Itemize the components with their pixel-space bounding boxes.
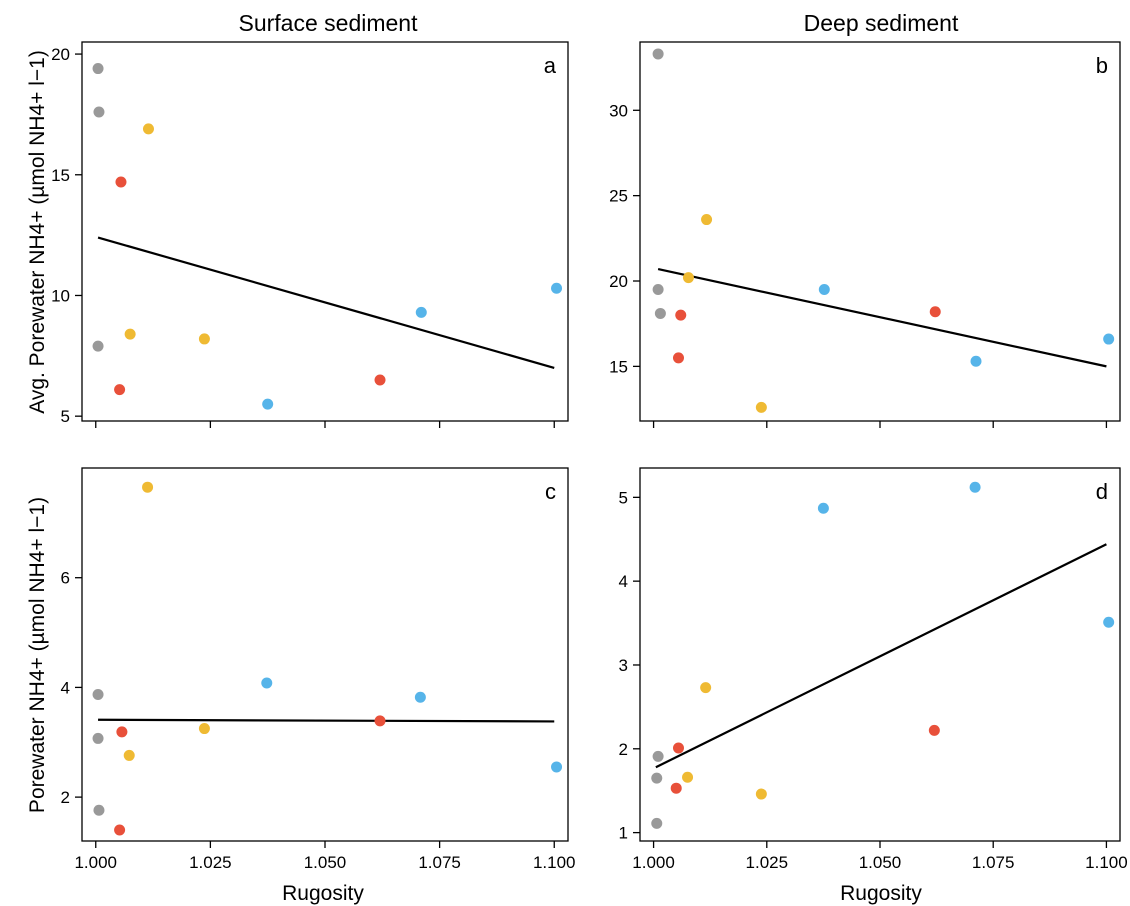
y-tick-label: 6 xyxy=(61,569,70,588)
x-tick-label: 1.100 xyxy=(1085,853,1128,872)
data-point-yellow xyxy=(682,272,694,284)
data-point-blue xyxy=(1103,333,1115,345)
x-axis-title-right: Rugosity xyxy=(840,882,922,905)
y-tick-label: 25 xyxy=(609,187,628,206)
y-axis-title-top: Avg. Porewater NH4+ (µmol NH4+ l−1) xyxy=(26,50,49,414)
regression-line xyxy=(98,718,555,723)
y-tick-label: 3 xyxy=(619,656,628,675)
panel-label: c xyxy=(545,479,556,504)
data-point-gray xyxy=(652,750,664,762)
plot-frame xyxy=(639,467,1121,842)
panel-label: b xyxy=(1096,53,1108,78)
data-point-yellow xyxy=(142,123,154,135)
data-point-orange xyxy=(928,724,940,736)
data-point-gray xyxy=(92,732,104,744)
panel-d: d 1 2 3 4 5 1.000 1.025 1.050 1.075 1.100 xyxy=(619,467,1128,872)
data-point-orange xyxy=(115,176,127,188)
regression-line xyxy=(655,543,1107,769)
y-axis-title-bottom: Porewater NH4+ (µmol NH4+ l−1) xyxy=(26,497,49,813)
data-point-orange xyxy=(114,824,126,836)
data-point-orange xyxy=(374,374,386,386)
data-point-orange xyxy=(675,309,687,321)
panel-a: a 5 10 15 20 xyxy=(51,41,569,428)
data-point-yellow xyxy=(755,401,767,413)
data-point-orange xyxy=(672,352,684,364)
data-point-gray xyxy=(652,284,664,296)
data-point-yellow xyxy=(198,723,210,735)
x-tick-label: 1.075 xyxy=(972,853,1015,872)
column-title-surface: Surface sediment xyxy=(239,10,419,36)
x-tick-label: 1.025 xyxy=(746,853,789,872)
data-point-blue xyxy=(551,282,563,294)
column-title-deep: Deep sediment xyxy=(804,10,959,36)
y-tick-label: 2 xyxy=(619,740,628,759)
x-tick-label: 1.100 xyxy=(533,853,576,872)
data-point-blue xyxy=(817,502,829,514)
plot-frame xyxy=(81,41,569,422)
data-point-orange xyxy=(929,306,941,318)
y-tick-label: 15 xyxy=(51,166,70,185)
regression-line xyxy=(657,267,1107,368)
data-point-blue xyxy=(262,398,274,410)
y-tick-label: 1 xyxy=(619,824,628,843)
data-point-blue xyxy=(261,677,273,689)
data-point-yellow xyxy=(755,788,767,800)
regression-line xyxy=(97,236,555,369)
data-point-orange xyxy=(114,384,126,396)
x-axis-title-left: Rugosity xyxy=(282,882,364,905)
data-point-gray xyxy=(652,48,664,60)
panel-c: c 2 4 6 1.000 1.025 1.050 1.075 1.100 xyxy=(61,467,576,872)
data-point-gray xyxy=(651,817,663,829)
x-tick-label: 1.025 xyxy=(189,853,232,872)
x-tick-label: 1.000 xyxy=(632,853,675,872)
y-tick-label: 5 xyxy=(619,488,628,507)
data-point-yellow xyxy=(701,214,713,226)
x-tick-label: 1.000 xyxy=(74,853,117,872)
y-tick-label: 4 xyxy=(619,572,628,591)
data-point-orange xyxy=(670,782,682,794)
y-tick-label: 5 xyxy=(61,407,70,426)
data-point-gray xyxy=(93,804,105,816)
data-point-blue xyxy=(551,761,563,773)
x-tick-label: 1.050 xyxy=(859,853,902,872)
data-point-gray xyxy=(92,63,104,75)
panel-label: d xyxy=(1096,479,1108,504)
data-point-yellow xyxy=(142,481,154,493)
y-tick-label: 30 xyxy=(609,101,628,120)
data-point-blue xyxy=(818,284,830,296)
data-point-gray xyxy=(92,340,104,352)
data-point-gray xyxy=(654,307,666,319)
plot-frame xyxy=(639,41,1121,422)
y-tick-label: 10 xyxy=(51,286,70,305)
data-point-gray xyxy=(651,772,663,784)
x-tick-label: 1.075 xyxy=(418,853,461,872)
data-point-blue xyxy=(969,481,981,493)
data-point-gray xyxy=(93,106,105,118)
data-point-orange xyxy=(374,715,386,727)
data-point-blue xyxy=(415,306,427,318)
y-tick-label: 20 xyxy=(609,272,628,291)
y-tick-label: 15 xyxy=(609,357,628,376)
y-axis-title-top-text: Avg. Porewater NH4+ (µmol NH4+ l−1) xyxy=(26,50,49,414)
data-point-yellow xyxy=(700,682,712,694)
panel-b: b 15 20 25 30 xyxy=(609,41,1121,428)
panel-label: a xyxy=(544,53,557,78)
data-point-yellow xyxy=(124,328,136,340)
y-axis-title-bottom-text: Porewater NH4+ (µmol NH4+ l−1) xyxy=(26,497,49,813)
x-tick-label: 1.050 xyxy=(304,853,347,872)
data-point-yellow xyxy=(682,771,694,783)
y-tick-label: 4 xyxy=(61,678,70,697)
y-tick-label: 20 xyxy=(51,45,70,64)
data-point-orange xyxy=(672,742,684,754)
y-tick-label: 2 xyxy=(61,788,70,807)
data-point-gray xyxy=(92,689,104,701)
data-point-orange xyxy=(116,726,128,738)
data-point-blue xyxy=(1103,616,1115,628)
data-point-blue xyxy=(970,355,982,367)
data-point-yellow xyxy=(123,749,135,761)
data-point-yellow xyxy=(198,333,210,345)
data-point-blue xyxy=(414,691,426,703)
plot-frame xyxy=(81,467,569,842)
